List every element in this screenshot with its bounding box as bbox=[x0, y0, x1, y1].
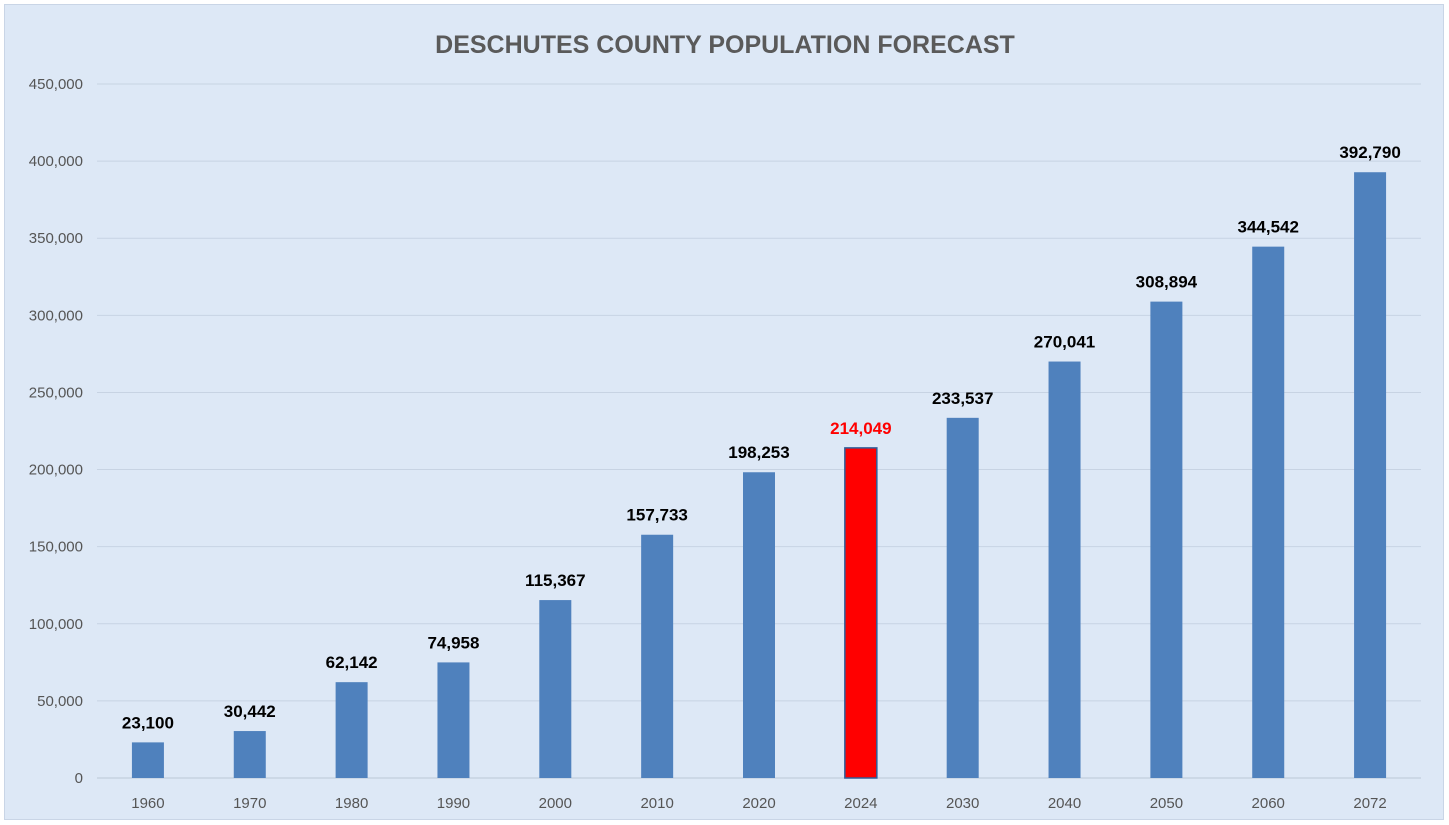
y-tick-label: 350,000 bbox=[29, 230, 83, 247]
y-tick-label: 250,000 bbox=[29, 384, 83, 401]
data-label: 308,894 bbox=[1136, 273, 1198, 292]
data-label: 392,790 bbox=[1339, 143, 1400, 162]
data-label: 214,049 bbox=[830, 419, 891, 438]
y-tick-label: 200,000 bbox=[29, 462, 83, 479]
x-tick-label: 2024 bbox=[844, 795, 877, 812]
data-label: 233,537 bbox=[932, 389, 993, 408]
x-tick-label: 2040 bbox=[1048, 795, 1081, 812]
bar-highlighted bbox=[844, 447, 878, 779]
x-tick-label: 2030 bbox=[946, 795, 979, 812]
data-label: 30,442 bbox=[224, 702, 276, 721]
data-label: 157,733 bbox=[626, 506, 687, 525]
chart-svg: DESCHUTES COUNTY POPULATION FORECAST 0 50… bbox=[29, 31, 1421, 812]
x-tick-label: 2050 bbox=[1150, 795, 1183, 812]
data-label: 270,041 bbox=[1034, 333, 1095, 352]
bar bbox=[131, 742, 164, 778]
bar bbox=[539, 600, 572, 778]
y-tick-label: 450,000 bbox=[29, 76, 83, 93]
gridlines bbox=[97, 83, 1421, 779]
y-tick-label: 300,000 bbox=[29, 307, 83, 324]
bar bbox=[1150, 301, 1183, 778]
x-tick-label: 1960 bbox=[131, 795, 164, 812]
x-tick-label: 1980 bbox=[335, 795, 368, 812]
bar bbox=[233, 731, 266, 778]
bars bbox=[131, 172, 1387, 779]
bar bbox=[1354, 172, 1387, 778]
bar bbox=[335, 682, 368, 778]
x-tick-label: 2000 bbox=[539, 795, 572, 812]
x-tick-label: 2072 bbox=[1353, 795, 1386, 812]
data-label: 344,542 bbox=[1238, 218, 1299, 237]
data-label: 62,142 bbox=[326, 653, 378, 672]
y-axis-ticks: 0 50,000 100,000 150,000 200,000 250,000 300,0… bbox=[29, 76, 83, 787]
y-tick-label: 400,000 bbox=[29, 153, 83, 170]
y-tick-label: 50,000 bbox=[37, 693, 83, 710]
bar bbox=[437, 662, 470, 778]
bar bbox=[946, 417, 979, 778]
y-tick-label: 100,000 bbox=[29, 616, 83, 633]
y-tick-label: 0 bbox=[75, 770, 83, 787]
data-label: 23,100 bbox=[122, 713, 174, 732]
chart-title: DESCHUTES COUNTY POPULATION FORECAST bbox=[435, 31, 1015, 59]
data-labels: 23,100 30,442 62,142 74,958 115,367 157,733 19… bbox=[122, 143, 1401, 732]
x-tick-label: 1990 bbox=[437, 795, 470, 812]
x-axis-ticks: 1960 1970 1980 1990 2000 2010 2020 2024 2030 2040… bbox=[131, 795, 1387, 812]
x-tick-label: 2010 bbox=[640, 795, 673, 812]
bar bbox=[1252, 246, 1285, 779]
chart-area: DESCHUTES COUNTY POPULATION FORECAST 0 50… bbox=[4, 4, 1444, 820]
bar bbox=[641, 534, 674, 778]
bar bbox=[1048, 361, 1081, 778]
bar bbox=[743, 472, 775, 778]
data-label: 74,958 bbox=[427, 633, 479, 652]
x-tick-label: 1970 bbox=[233, 795, 266, 812]
y-tick-label: 150,000 bbox=[29, 539, 83, 556]
x-tick-label: 2020 bbox=[742, 795, 775, 812]
data-label: 198,253 bbox=[728, 443, 789, 462]
x-tick-label: 2060 bbox=[1252, 795, 1285, 812]
data-label: 115,367 bbox=[525, 571, 586, 590]
